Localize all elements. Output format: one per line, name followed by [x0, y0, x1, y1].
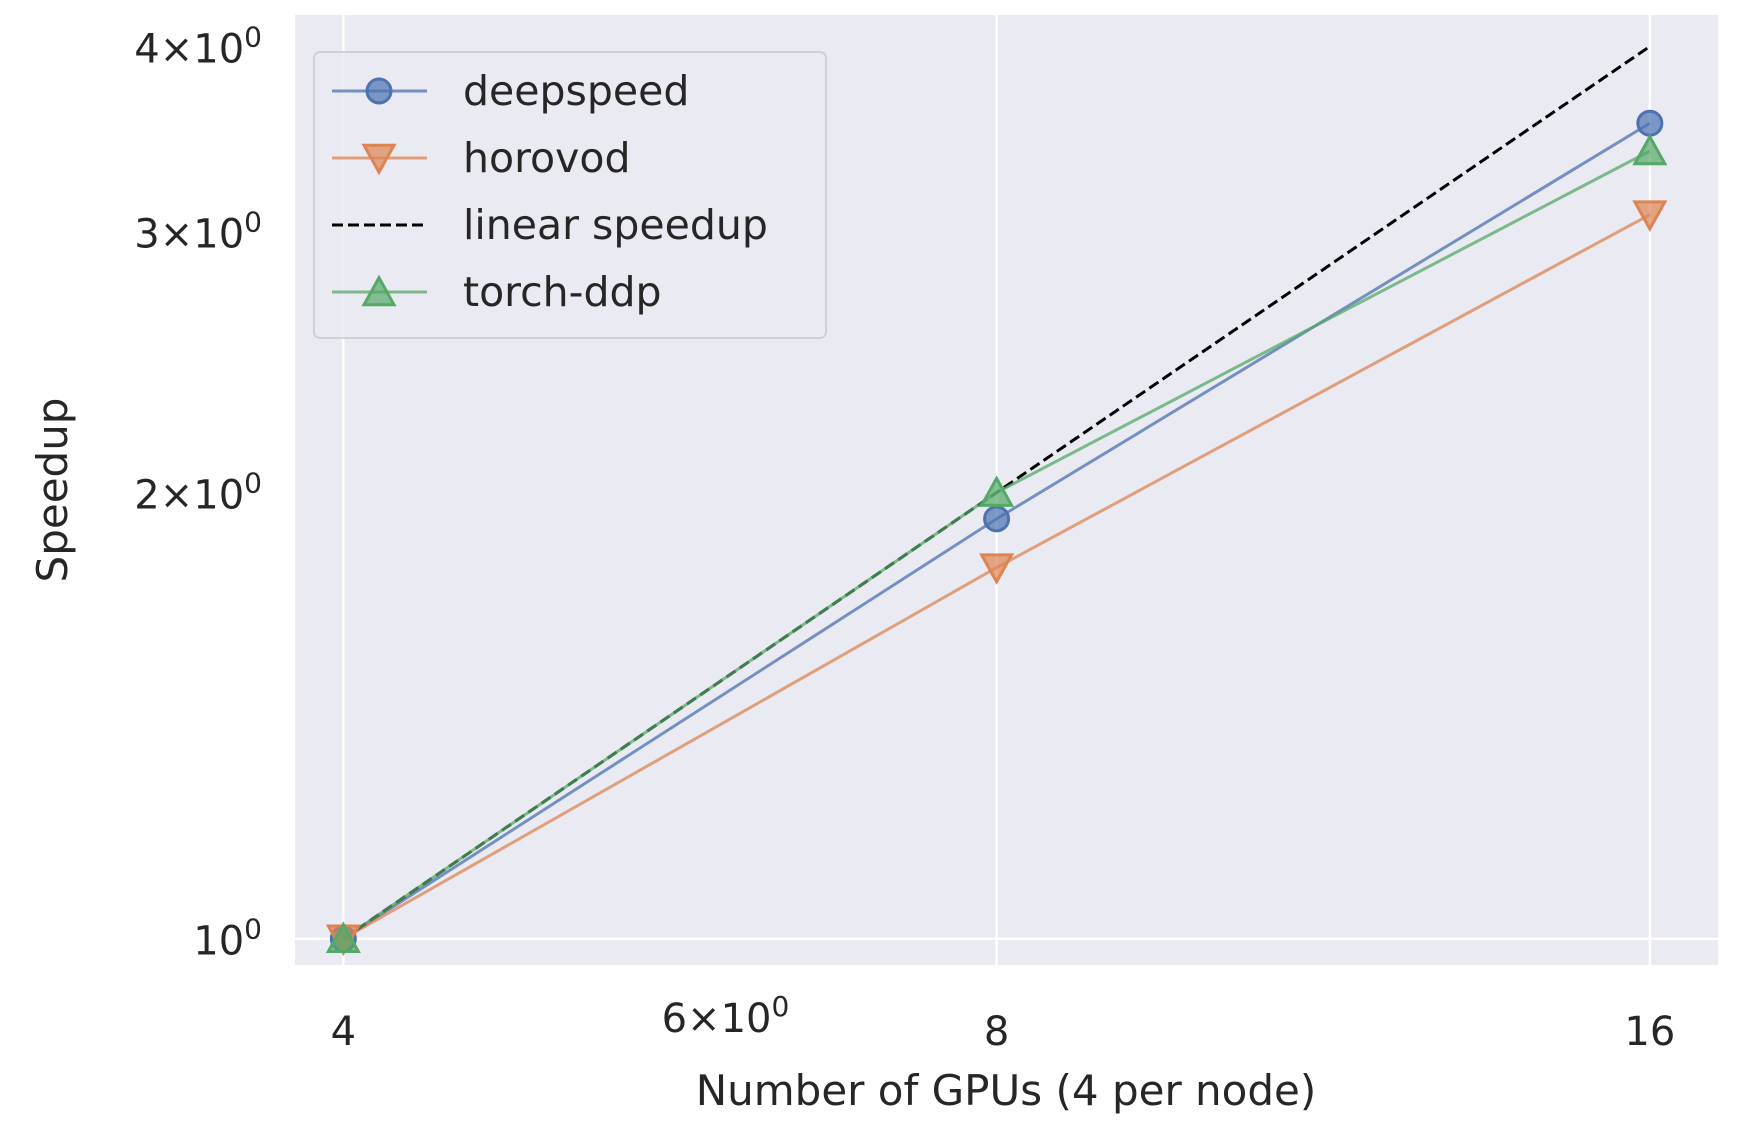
data-point-horovod: [1632, 200, 1668, 232]
x-tick-label: 16: [1624, 1009, 1675, 1055]
y-tick-label-text: 10: [193, 919, 244, 965]
x-tick-label-text: 4: [331, 1009, 356, 1055]
y-tick-label-text: 2×10: [134, 473, 244, 519]
y-tick-label-exponent: 0: [244, 206, 262, 239]
x-tick-label: 6×100: [662, 990, 790, 1042]
legend-marker-torch-ddp: [361, 274, 397, 307]
y-tick-label: 4×100: [134, 20, 262, 72]
y-tick-label-exponent: 0: [244, 20, 262, 53]
series-markers: [325, 109, 1668, 957]
y-tick-label-exponent: 0: [244, 467, 262, 500]
data-point-deepspeed: [983, 505, 1011, 533]
x-tick-label-text: 16: [1624, 1009, 1675, 1055]
legend-label-linear-speedup: linear speedup: [463, 201, 768, 249]
x-axis-label: Number of GPUs (4 per node): [696, 1066, 1317, 1115]
data-point-torch-ddp: [325, 921, 361, 953]
x-tick-label: 8: [984, 1009, 1009, 1055]
y-tick-label: 2×100: [134, 467, 262, 519]
legend-label-horovod: horovod: [463, 134, 630, 182]
x-tick-label-text: 6×10: [662, 996, 772, 1042]
data-point-horovod: [979, 553, 1015, 585]
x-tick-label: 4: [331, 1009, 356, 1055]
legend-label-torch-ddp: torch-ddp: [463, 268, 662, 316]
legend: deepspeed horovod linear speedup torch-ddp: [313, 51, 827, 339]
data-point-torch-ddp: [1632, 133, 1668, 166]
y-tick-label-text: 4×10: [134, 26, 244, 72]
legend-marker-horovod: [361, 143, 397, 176]
y-tick-label: 3×100: [134, 206, 262, 258]
x-tick-label-exponent: 0: [771, 990, 789, 1023]
data-point-deepspeed: [1636, 109, 1664, 137]
legend-marker-deepspeed: [365, 77, 393, 105]
legend-label-deepspeed: deepspeed: [463, 67, 689, 115]
y-tick-label-exponent: 0: [244, 913, 262, 946]
y-tick-label-text: 3×10: [134, 212, 244, 258]
y-axis-label: Speedup: [28, 398, 77, 583]
legend-box: [313, 51, 827, 339]
data-point-torch-ddp: [979, 475, 1015, 507]
y-tick-label: 100: [193, 913, 262, 965]
x-tick-labels: 4 6×100 8 16: [331, 990, 1676, 1055]
x-tick-label-text: 8: [984, 1009, 1009, 1055]
